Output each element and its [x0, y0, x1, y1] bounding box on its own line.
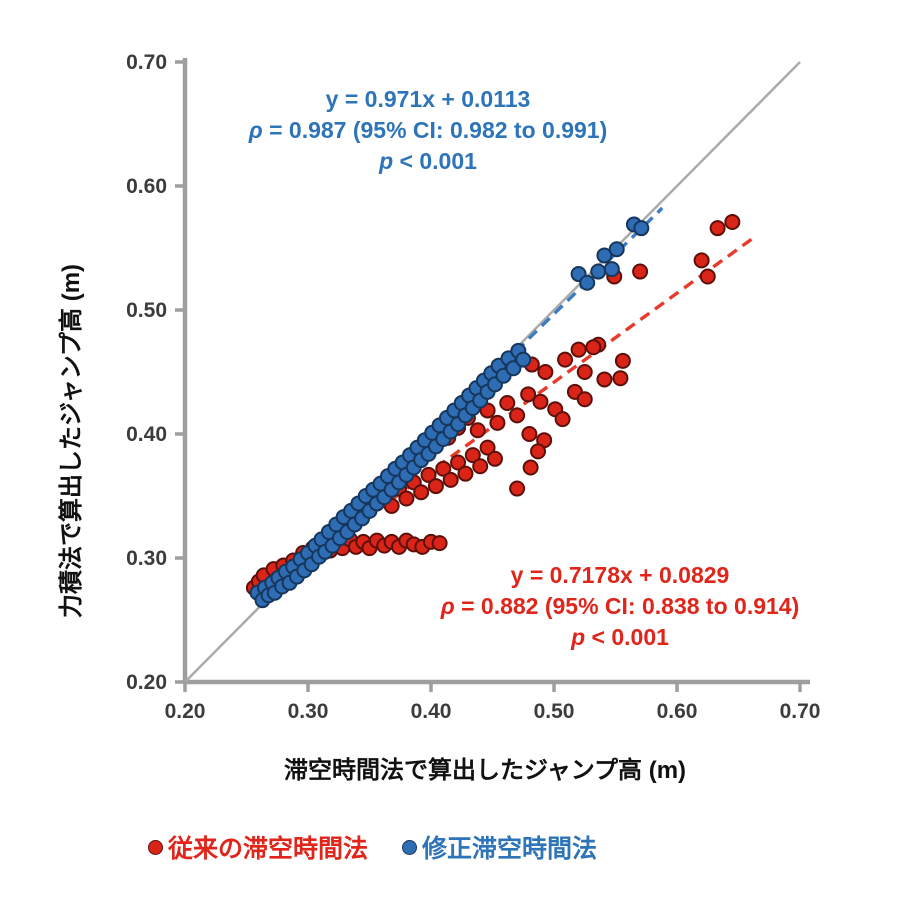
data-point — [537, 364, 554, 380]
regression-equation-blue: y = 0.971x + 0.0113 — [325, 86, 531, 112]
p-symbol: p — [379, 148, 394, 174]
p-value-blue: < 0.001 — [393, 148, 477, 174]
x-tick-label: 0.60 — [657, 700, 698, 723]
series-points-1 — [249, 216, 650, 609]
y-tick-label: 0.60 — [126, 175, 167, 198]
data-point — [590, 263, 607, 280]
data-point — [479, 439, 496, 456]
x-tick-label: 0.70 — [780, 700, 821, 723]
y-axis-title: 力積法で算出したジャンプ高 (m) — [58, 263, 85, 619]
regression-rho-blue: ρ = 0.987 (95% CI: 0.982 to 0.991) — [193, 115, 663, 146]
rho-symbol: ρ — [248, 117, 263, 143]
data-point — [612, 370, 629, 387]
data-point — [464, 447, 481, 464]
data-point — [614, 352, 631, 369]
data-point — [693, 252, 710, 269]
y-tick-label: 0.70 — [126, 51, 167, 74]
legend-label-modified: 修正滞空時間法 — [422, 835, 598, 863]
regression-equation-red: y = 0.7178x + 0.0829 — [510, 562, 730, 588]
data-point — [435, 460, 452, 477]
p-value-red: < 0.001 — [585, 624, 669, 650]
regression-p-red: p < 0.001 — [380, 622, 860, 653]
data-point — [499, 395, 516, 411]
data-point — [608, 241, 625, 258]
data-point — [532, 393, 549, 410]
legend-marker-red-icon — [148, 839, 163, 855]
regression-annotation-conventional-method: y = 0.7178x + 0.0829 ρ = 0.882 (95% CI: … — [380, 560, 860, 653]
legend-marker-blue-icon — [402, 839, 418, 855]
data-point — [509, 407, 526, 424]
x-tick-label: 0.40 — [411, 700, 452, 723]
data-point — [442, 471, 459, 488]
x-tick-label: 0.30 — [288, 700, 329, 723]
legend-item-modified-method: 修正滞空時間法 — [402, 829, 597, 865]
data-point — [520, 386, 537, 403]
data-point — [579, 274, 596, 291]
data-point — [724, 213, 741, 230]
data-point — [420, 466, 437, 483]
data-point — [603, 261, 620, 278]
legend-item-conventional-method: 従来の滞空時間法 — [148, 829, 368, 865]
data-point — [570, 341, 587, 358]
y-tick-label: 0.30 — [126, 547, 167, 570]
data-point — [486, 450, 503, 467]
data-point — [596, 247, 613, 264]
data-point — [633, 220, 650, 237]
data-point — [431, 535, 448, 552]
data-point — [554, 411, 571, 428]
data-point — [515, 351, 532, 368]
data-point — [585, 339, 602, 356]
axes: 0.20 0.30 0.40 0.50 0.60 0.70 0.20 0.30 0.40 0.50… — [126, 51, 820, 723]
data-point — [576, 391, 593, 408]
y-tick-label: 0.20 — [126, 671, 167, 694]
data-point — [596, 371, 613, 388]
data-point — [469, 422, 486, 439]
data-point — [489, 414, 506, 431]
x-tick-label: 0.20 — [165, 700, 206, 723]
data-point — [509, 480, 526, 497]
data-point — [709, 220, 726, 237]
data-point — [522, 459, 539, 476]
data-point — [576, 364, 593, 380]
rho-symbol: ρ — [440, 593, 455, 619]
regression-p-blue: p < 0.001 — [193, 146, 663, 177]
data-point — [413, 484, 430, 501]
x-axis-title: 滞空時間法で算出したジャンプ高 (m) — [283, 757, 687, 784]
data-point — [699, 268, 716, 285]
data-point — [530, 443, 547, 460]
data-point — [472, 458, 489, 475]
data-point — [398, 490, 415, 507]
data-point — [632, 263, 649, 280]
data-point — [427, 478, 444, 495]
rho-value-red: = 0.882 (95% CI: 0.838 to 0.914) — [454, 593, 800, 619]
legend: 従来の滞空時間法 修正滞空時間法 — [148, 829, 597, 865]
data-point — [450, 454, 467, 471]
regression-annotation-modified-method: y = 0.971x + 0.0113 ρ = 0.987 (95% CI: 0… — [193, 84, 663, 177]
legend-label-conventional: 従来の滞空時間法 — [168, 835, 369, 863]
data-point — [457, 465, 474, 482]
rho-value-blue: = 0.987 (95% CI: 0.982 to 0.991) — [262, 117, 608, 143]
y-tick-label: 0.50 — [126, 299, 167, 322]
x-tick-label: 0.50 — [534, 700, 575, 723]
y-tick-label: 0.40 — [126, 423, 167, 446]
data-point — [557, 351, 574, 368]
data-point — [505, 360, 522, 377]
trend-line-0 — [260, 235, 756, 596]
data-point — [521, 426, 538, 442]
regression-rho-red: ρ = 0.882 (95% CI: 0.838 to 0.914) — [380, 591, 860, 622]
p-symbol: p — [571, 624, 586, 650]
